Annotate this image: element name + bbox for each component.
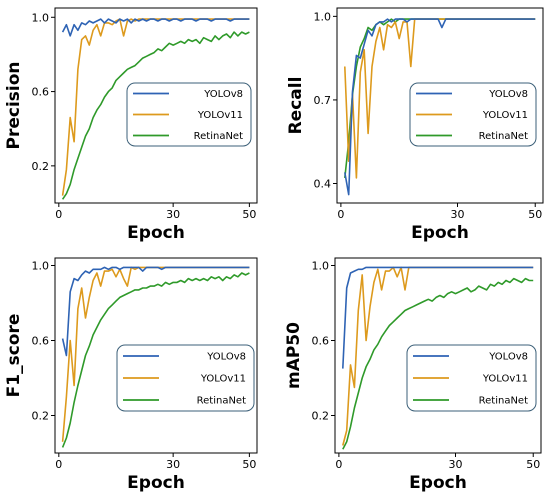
x-axis-title: Epoch [409, 473, 467, 493]
legend: YOLOv8 YOLOv11 RetinaNet [116, 344, 255, 412]
y-tick-label: 0.6 [32, 86, 50, 99]
series-line-retinanet [61, 31, 250, 200]
y-tick-label: 1.0 [32, 11, 50, 24]
plot-frame [334, 257, 542, 454]
y-axis-title: mAP50 [284, 322, 304, 389]
legend-box [116, 344, 255, 412]
y-tick-label: 1.0 [314, 10, 332, 23]
legend-label-retinanet: RetinaNet [479, 396, 528, 407]
series-line-yolov8 [342, 266, 534, 369]
y-tick-label: 0.2 [32, 410, 50, 423]
chart-panel-f1-score: 0 30 50 0.2 0.6 1.0 Epoch F1_score YOLOv8 YOLOv11… [4, 257, 258, 493]
y-axis-title: Precision [4, 61, 24, 149]
x-tick-label: 30 [450, 208, 464, 221]
legend: YOLOv8 YOLOv11 RetinaNet [126, 82, 252, 147]
plot-frame [54, 257, 258, 454]
legend: YOLOv8 YOLOv11 RetinaNet [409, 82, 537, 147]
legend-label-yolov8: YOLOv8 [488, 89, 528, 100]
legend-label-yolov11: YOLOv11 [197, 110, 243, 121]
chart-panel-precision: 0 30 50 0.2 0.6 1.0 Epoch Precision YOLOv8 YOLOv1… [4, 7, 258, 243]
legend-label-yolov8: YOLOv8 [203, 89, 243, 100]
legend-label-yolov11: YOLOv11 [482, 374, 528, 385]
chart-panel-map50: 0 30 50 0.2 0.6 1.0 Epoch mAP50 YOLOv8 YOLOv11 Ret… [284, 257, 542, 493]
legend-label-retinanet: RetinaNet [194, 131, 243, 142]
x-tick-label: 50 [242, 458, 256, 471]
x-tick-label: 30 [448, 458, 462, 471]
legend-label-yolov8: YOLOv8 [488, 352, 528, 363]
x-tick-label: 50 [526, 458, 540, 471]
legend-label-retinanet: RetinaNet [197, 396, 246, 407]
series-line-yolov8 [344, 18, 536, 196]
series-line-yolov8 [61, 18, 250, 37]
y-tick-label: 0.4 [314, 178, 332, 191]
x-tick-label: 30 [166, 208, 180, 221]
x-tick-label: 50 [528, 208, 542, 221]
y-tick-label: 0.2 [312, 410, 330, 423]
legend-box [409, 82, 537, 147]
series-line-yolov8 [61, 266, 250, 357]
chart-panel-recall: 0 30 50 0.4 0.7 1.0 Epoch Recall YOLOv8 YOLOv11 Re… [286, 7, 544, 243]
y-tick-label: 1.0 [32, 260, 50, 273]
y-axis-title: F1_score [4, 314, 24, 398]
x-tick-label: 50 [242, 208, 256, 221]
legend-box [126, 82, 252, 147]
x-tick-label: 0 [55, 208, 62, 221]
legend-label-yolov8: YOLOv8 [206, 352, 246, 363]
x-axis-title: Epoch [127, 223, 185, 243]
plot-frame [336, 7, 544, 204]
x-tick-label: 0 [337, 208, 344, 221]
legend: YOLOv8 YOLOv11 RetinaNet [406, 344, 537, 412]
y-tick-label: 0.6 [312, 335, 330, 348]
legend-box [406, 344, 537, 412]
legend-label-yolov11: YOLOv11 [482, 110, 528, 121]
y-tick-label: 0.2 [32, 160, 50, 173]
plot-frame [54, 7, 258, 204]
legend-label-retinanet: RetinaNet [479, 131, 528, 142]
series-line-retinanet [342, 277, 534, 450]
x-tick-label: 0 [55, 458, 62, 471]
y-tick-label: 0.6 [32, 335, 50, 348]
x-axis-title: Epoch [127, 473, 185, 493]
x-axis-title: Epoch [411, 223, 469, 243]
y-tick-label: 0.7 [314, 94, 332, 107]
y-tick-label: 1.0 [312, 260, 330, 273]
series-line-retinanet [61, 272, 250, 448]
y-axis-title: Recall [286, 77, 306, 135]
x-tick-label: 0 [335, 458, 342, 471]
x-tick-label: 30 [166, 458, 180, 471]
legend-label-yolov11: YOLOv11 [200, 374, 246, 385]
